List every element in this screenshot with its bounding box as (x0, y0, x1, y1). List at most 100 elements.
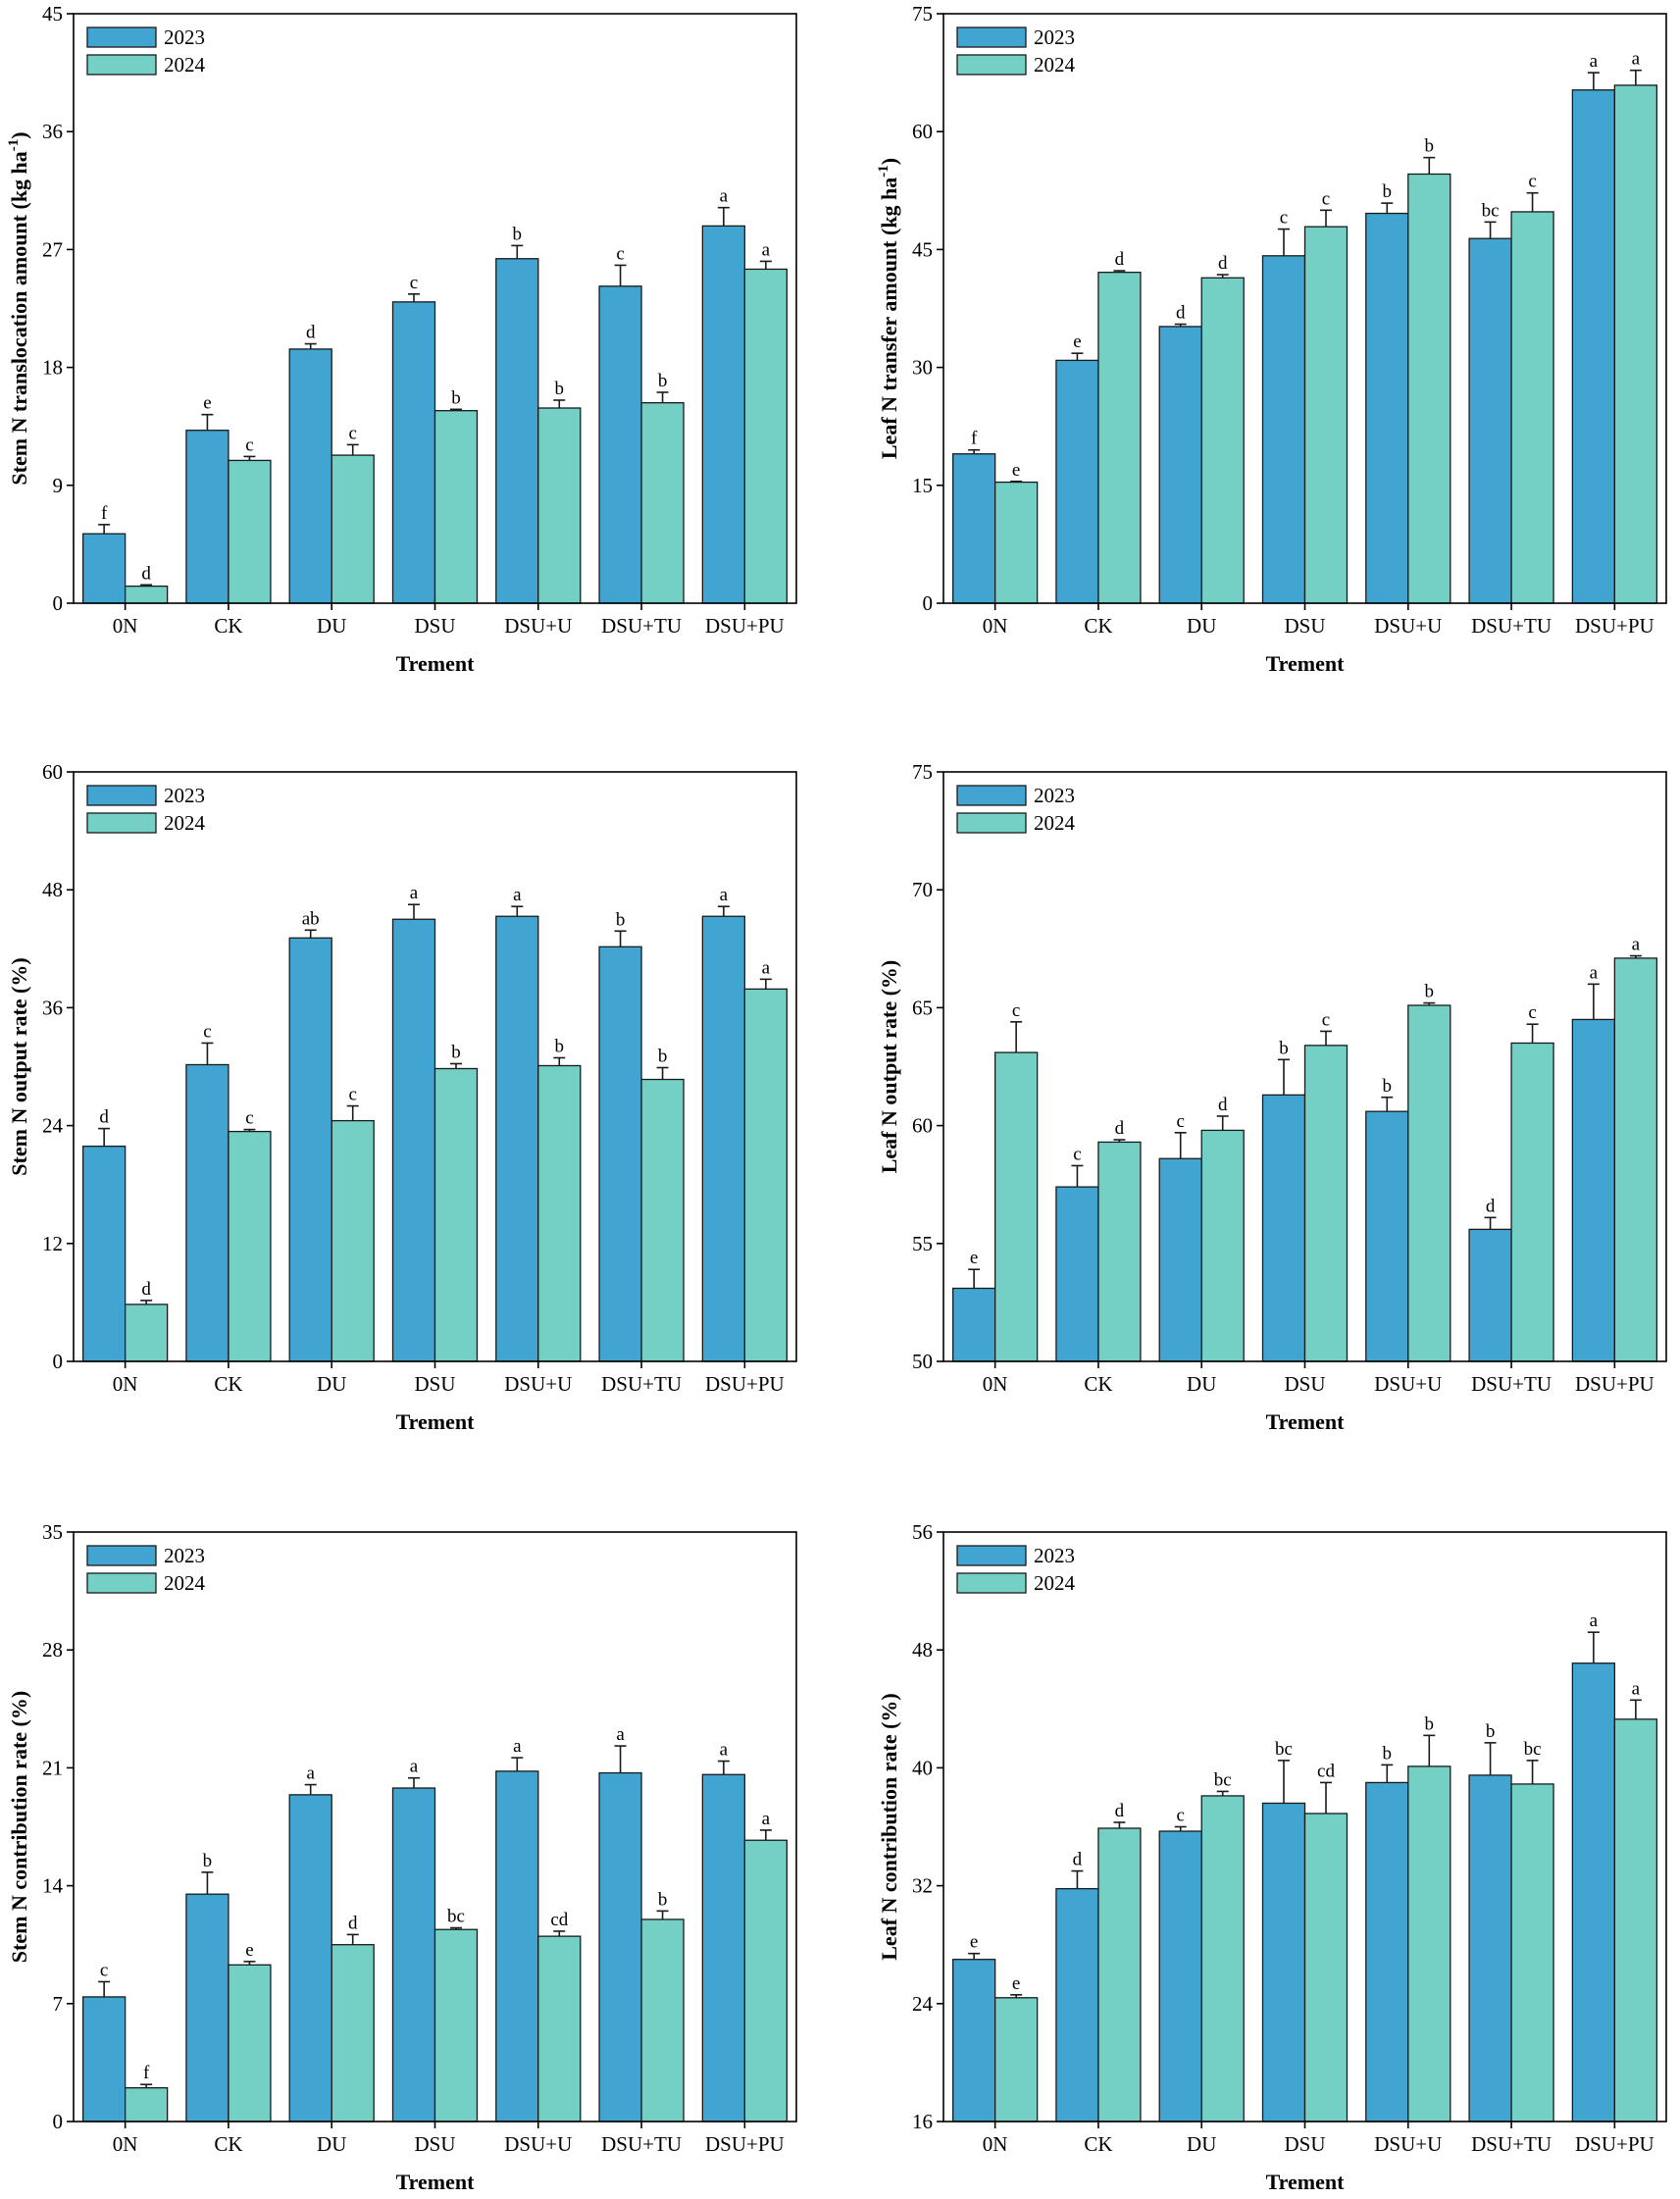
y-axis-title-main: Leaf N transfer amount (kg ha (877, 178, 901, 459)
x-tick-label: DSU+PU (1575, 614, 1655, 638)
significance-label-2023-DSU+U: b (513, 224, 523, 244)
significance-label-2023-DSU+PU: a (1590, 1611, 1599, 1631)
x-axis-title: Trement (1266, 2170, 1345, 2194)
y-axis-title-main: Stem N translocation amount (kg ha (7, 151, 31, 485)
x-tick-label: DSU+U (504, 1372, 572, 1396)
significance-label-2024-CK: d (1115, 1801, 1125, 1821)
x-tick-label: DSU+U (1374, 614, 1442, 638)
y-tick-label: 30 (912, 356, 933, 380)
significance-label-2024-DU: d (1218, 253, 1228, 274)
legend: 2023 2024 (86, 1544, 206, 1595)
significance-label-2024-DSU+U: b (1425, 1713, 1435, 1734)
bar-2023-DSU+PU (701, 1773, 746, 2122)
y-tick-label: 15 (912, 474, 933, 497)
significance-label-2023-DSU+PU: a (1590, 51, 1599, 72)
y-tick-label: 55 (912, 1232, 933, 1255)
significance-label-2024-DSU+U: cd (550, 1910, 568, 1930)
bar-2023-0N (951, 453, 996, 604)
chart-panel-middle-right: e c c b b d a c d d c b c a 50 55 60 65 70 75 0N CK DU DSU DSU+U… (877, 760, 1667, 1434)
x-tick-label: DSU+PU (705, 2132, 785, 2156)
bar-2023-DSU+PU (1571, 89, 1616, 604)
bar-2023-DSU (1261, 1094, 1306, 1362)
legend-swatch-2024 (86, 812, 157, 834)
bar-2024-DSU+PU (1613, 957, 1658, 1362)
y-tick-label: 21 (42, 1756, 63, 1779)
y-axis-title-superscript: -1 (6, 139, 22, 152)
significance-label-2024-DU: c (348, 423, 356, 443)
bar-2024-DSU (1303, 1045, 1349, 1362)
x-tick-label: DSU (1284, 614, 1325, 638)
y-axis-title-main: Stem N output rate (%) (7, 957, 31, 1175)
x-tick-label: DSU (414, 1372, 455, 1396)
significance-label-2024-CK: d (1115, 1118, 1125, 1139)
legend-swatch-2024 (956, 54, 1027, 76)
significance-label-2024-DSU: cd (1317, 1761, 1335, 1781)
x-tick-label: CK (214, 614, 242, 638)
significance-label-2024-0N: c (1012, 1000, 1020, 1021)
legend-swatch-2023 (86, 785, 157, 806)
y-axis-title-superscript: -1 (876, 165, 891, 178)
y-tick-label: 0 (53, 591, 64, 615)
x-tick-label: DU (1187, 614, 1216, 638)
y-tick-label: 60 (912, 120, 933, 143)
bar-2024-DSU+TU (1510, 1042, 1554, 1362)
bar-2024-0N (993, 1051, 1039, 1362)
significance-label-2023-CK: d (1073, 1850, 1083, 1870)
x-tick-label: DSU (1284, 1372, 1325, 1396)
y-axis-title: Stem N translocation amount (kg ha-1) (6, 131, 31, 485)
legend-label-2023: 2023 (164, 26, 205, 49)
bar-2023-DSU+PU (701, 915, 746, 1362)
y-tick-label: 28 (42, 1638, 63, 1662)
significance-label-2023-DU: a (306, 1764, 315, 1784)
significance-label-2024-DSU: bc (447, 1907, 465, 1927)
significance-label-2023-DSU: b (1279, 1038, 1289, 1058)
bar-2024-DSU+TU (640, 1078, 685, 1362)
x-tick-label: DSU+TU (601, 614, 682, 638)
legend: 2023 2024 (956, 1544, 1076, 1595)
significance-label-2023-DSU+PU: a (720, 885, 729, 905)
x-tick-label: CK (214, 2132, 242, 2156)
significance-label-2023-DSU+TU: c (616, 243, 624, 264)
significance-label-2024-0N: e (1012, 1973, 1020, 1994)
significance-label-2024-DSU+U: b (555, 379, 565, 399)
significance-label-2023-0N: f (101, 503, 108, 524)
bar-2024-DSU+U (537, 1064, 582, 1362)
significance-label-2024-0N: d (141, 563, 151, 584)
bar-2023-DSU+TU (1468, 1774, 1512, 2122)
bar-2024-DSU (433, 1928, 479, 2122)
bar-2023-0N (951, 1959, 996, 2122)
legend-label-2024: 2024 (1034, 53, 1076, 77)
y-tick-label: 75 (912, 760, 933, 784)
y-tick-label: 65 (912, 996, 933, 1019)
bar-2024-DSU (433, 410, 479, 604)
significance-label-2023-DSU+TU: b (1486, 1721, 1496, 1742)
bar-2023-CK (1055, 1887, 1099, 2122)
bar-2024-0N (993, 1997, 1039, 2122)
y-tick-label: 16 (912, 2110, 933, 2133)
significance-label-2024-DSU+TU: c (1528, 1002, 1536, 1023)
legend: 2023 2024 (86, 26, 206, 77)
y-tick-label: 60 (42, 760, 63, 784)
significance-label-2024-DSU+TU: c (1528, 172, 1536, 192)
significance-label-2024-DSU: c (1322, 1009, 1330, 1030)
significance-label-2023-DSU: a (410, 883, 419, 903)
bar-2024-DSU+TU (1510, 1783, 1554, 2122)
x-tick-label: CK (1084, 614, 1112, 638)
bar-2023-DSU+TU (1468, 237, 1512, 604)
x-tick-label: CK (214, 1372, 242, 1396)
bar-2024-DSU+U (1407, 173, 1451, 604)
y-tick-label: 27 (42, 237, 63, 261)
x-tick-label: DSU+TU (1471, 2132, 1552, 2156)
legend-swatch-2023 (956, 785, 1027, 806)
legend-swatch-2023 (86, 26, 157, 48)
bar-2023-DU (288, 1794, 332, 2122)
bar-2024-DSU+TU (1510, 211, 1554, 604)
significance-label-2023-0N: e (970, 1932, 978, 1953)
bar-2023-DSU (1261, 255, 1306, 604)
significance-label-2024-CK: c (245, 435, 253, 455)
significance-label-2023-DSU+TU: d (1486, 1196, 1496, 1216)
x-tick-label: DSU+TU (601, 1372, 682, 1396)
significance-label-2023-DSU+TU: bc (1482, 200, 1500, 221)
significance-label-2023-DSU: c (1280, 208, 1288, 229)
x-tick-label: DSU (414, 614, 455, 638)
